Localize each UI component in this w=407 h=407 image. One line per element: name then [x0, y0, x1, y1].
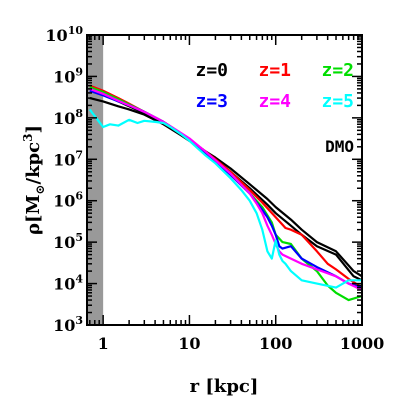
y-tick-label-base: 10: [53, 275, 75, 294]
y-tick-label: 105: [53, 231, 83, 252]
y-tick-label-base: 10: [53, 316, 75, 335]
legend-entry: z=0: [195, 60, 228, 81]
y-tick-label-base: 10: [53, 150, 75, 169]
y-axis-title: ρ[M⊙/kpc3]: [21, 125, 47, 235]
x-tick-label: 1000: [340, 334, 385, 353]
legend-entry: z=3: [195, 91, 228, 112]
legend-entry: z=5: [321, 91, 354, 112]
y-tick-label: 1010: [45, 24, 83, 45]
y-tick-label: 103: [53, 314, 83, 335]
y-axis-title-sun-subscript: ⊙: [33, 185, 47, 195]
y-tick-label: 106: [53, 190, 83, 211]
x-tick-label: 100: [259, 334, 292, 353]
y-tick-label: 108: [53, 107, 83, 128]
y-tick-label: 104: [53, 273, 83, 294]
x-tick-labels: 1 10 100 1000: [98, 334, 385, 353]
y-tick-label-base: 10: [53, 192, 75, 211]
y-axis-title-exponent: 3: [21, 134, 35, 142]
y-tick-label-exponent: 5: [75, 231, 83, 244]
series-line-6: [88, 108, 362, 289]
y-tick-label-exponent: 9: [75, 65, 83, 78]
y-tick-label-exponent: 8: [75, 107, 83, 120]
y-tick-label-base: 10: [45, 26, 67, 45]
resolution-shaded-region: [87, 35, 104, 325]
legend: z=0 z=1 z=2 z=3 z=4 z=5: [195, 60, 354, 112]
x-tick-label: 10: [178, 334, 200, 353]
y-tick-label-exponent: 10: [68, 24, 84, 37]
y-tick-label-exponent: 6: [75, 190, 83, 203]
legend-entry: z=1: [258, 60, 291, 81]
y-axis-title-close: ]: [23, 125, 44, 134]
tick-layer: [87, 34, 363, 326]
series-line-0: [89, 97, 362, 282]
y-tick-label-base: 10: [53, 67, 75, 86]
y-tick-label: 109: [53, 65, 83, 86]
dmo-annotation: DMO: [325, 137, 354, 156]
y-tick-label-base: 10: [53, 109, 75, 128]
y-tick-label-exponent: 4: [75, 273, 83, 286]
x-tick-label: 1: [98, 334, 109, 353]
legend-entry: z=2: [321, 60, 354, 81]
x-axis-title: r [kpc]: [190, 376, 259, 397]
series-layer: [88, 84, 362, 302]
series-line-2: [89, 84, 362, 289]
series-line-5: [89, 87, 362, 291]
y-axis-title-unit: /kpc: [23, 142, 44, 185]
y-tick-label-base: 10: [53, 233, 75, 252]
legend-entry: z=4: [258, 91, 291, 112]
y-tick-label-exponent: 3: [75, 314, 83, 327]
y-tick-label: 107: [53, 148, 83, 169]
plot-frame: [86, 34, 363, 326]
y-axis-title-main: ρ[M: [23, 194, 44, 234]
y-tick-label-exponent: 7: [75, 148, 83, 161]
